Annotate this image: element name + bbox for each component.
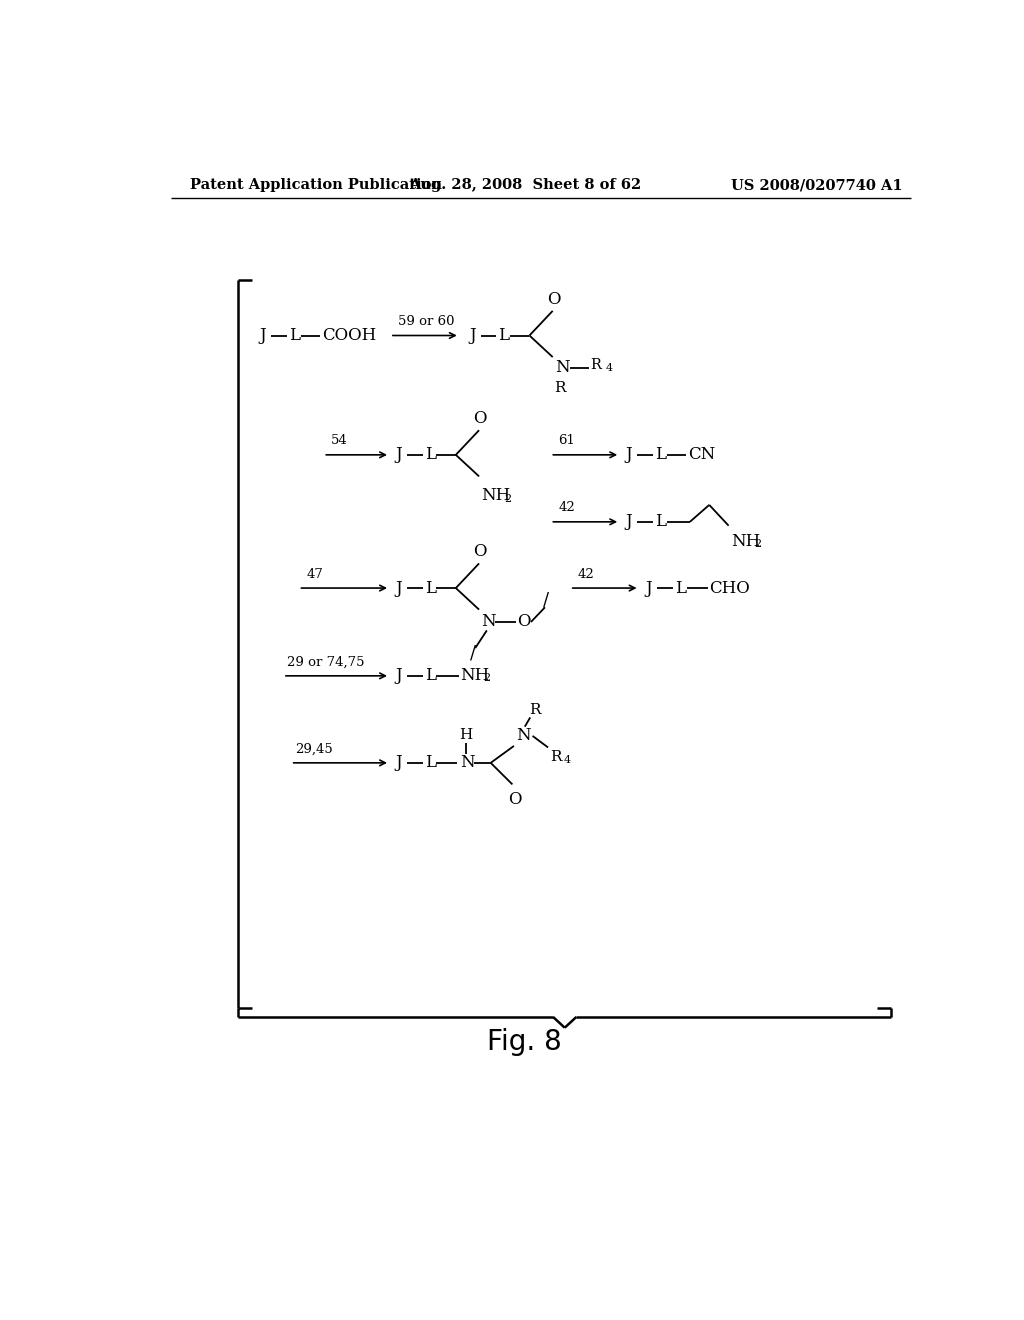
Text: R: R xyxy=(550,750,562,764)
Text: R: R xyxy=(554,381,565,395)
Text: 4: 4 xyxy=(563,755,570,764)
Text: O: O xyxy=(473,411,486,428)
Text: Patent Application Publication: Patent Application Publication xyxy=(190,178,442,193)
Text: 54: 54 xyxy=(331,434,348,447)
Text: 4: 4 xyxy=(606,363,613,372)
Text: L: L xyxy=(289,327,300,345)
Text: 61: 61 xyxy=(558,434,575,447)
Text: L: L xyxy=(425,446,436,463)
Text: N: N xyxy=(460,754,474,771)
Text: Aug. 28, 2008  Sheet 8 of 62: Aug. 28, 2008 Sheet 8 of 62 xyxy=(409,178,641,193)
Text: CN: CN xyxy=(688,446,716,463)
Text: L: L xyxy=(425,579,436,597)
Text: /: / xyxy=(544,591,550,610)
Text: J: J xyxy=(626,513,632,531)
Text: J: J xyxy=(395,446,402,463)
Text: COOH: COOH xyxy=(322,327,376,345)
Text: 2: 2 xyxy=(483,673,490,684)
Text: 29,45: 29,45 xyxy=(295,742,333,755)
Text: J: J xyxy=(260,327,266,345)
Text: 2: 2 xyxy=(755,539,761,549)
Text: CHO: CHO xyxy=(710,579,750,597)
Text: L: L xyxy=(675,579,686,597)
Text: L: L xyxy=(499,327,510,345)
Text: NH: NH xyxy=(731,533,760,550)
Text: R: R xyxy=(591,358,601,372)
Text: L: L xyxy=(655,446,666,463)
Text: /: / xyxy=(470,644,476,663)
Text: 42: 42 xyxy=(558,502,574,515)
Text: L: L xyxy=(425,668,436,684)
Text: NH: NH xyxy=(481,487,511,504)
Text: H: H xyxy=(460,729,472,742)
Text: O: O xyxy=(473,544,486,561)
Text: Fig. 8: Fig. 8 xyxy=(487,1028,562,1056)
Text: J: J xyxy=(469,327,475,345)
Text: 2: 2 xyxy=(505,494,512,504)
Text: O: O xyxy=(508,791,521,808)
Text: 42: 42 xyxy=(578,568,594,581)
Text: R: R xyxy=(529,704,541,718)
Text: NH: NH xyxy=(461,668,489,684)
Text: N: N xyxy=(516,727,530,744)
Text: L: L xyxy=(425,754,436,771)
Text: J: J xyxy=(646,579,652,597)
Text: J: J xyxy=(395,668,402,684)
Text: N: N xyxy=(555,359,569,376)
Text: 29 or 74,75: 29 or 74,75 xyxy=(287,656,365,668)
Text: O: O xyxy=(517,614,530,631)
Text: 59 or 60: 59 or 60 xyxy=(397,315,455,329)
Text: J: J xyxy=(395,579,402,597)
Text: US 2008/0207740 A1: US 2008/0207740 A1 xyxy=(731,178,903,193)
Text: N: N xyxy=(481,614,496,631)
Text: J: J xyxy=(626,446,632,463)
Text: 47: 47 xyxy=(306,568,324,581)
Text: O: O xyxy=(547,290,560,308)
Text: J: J xyxy=(395,754,402,771)
Text: L: L xyxy=(655,513,666,531)
